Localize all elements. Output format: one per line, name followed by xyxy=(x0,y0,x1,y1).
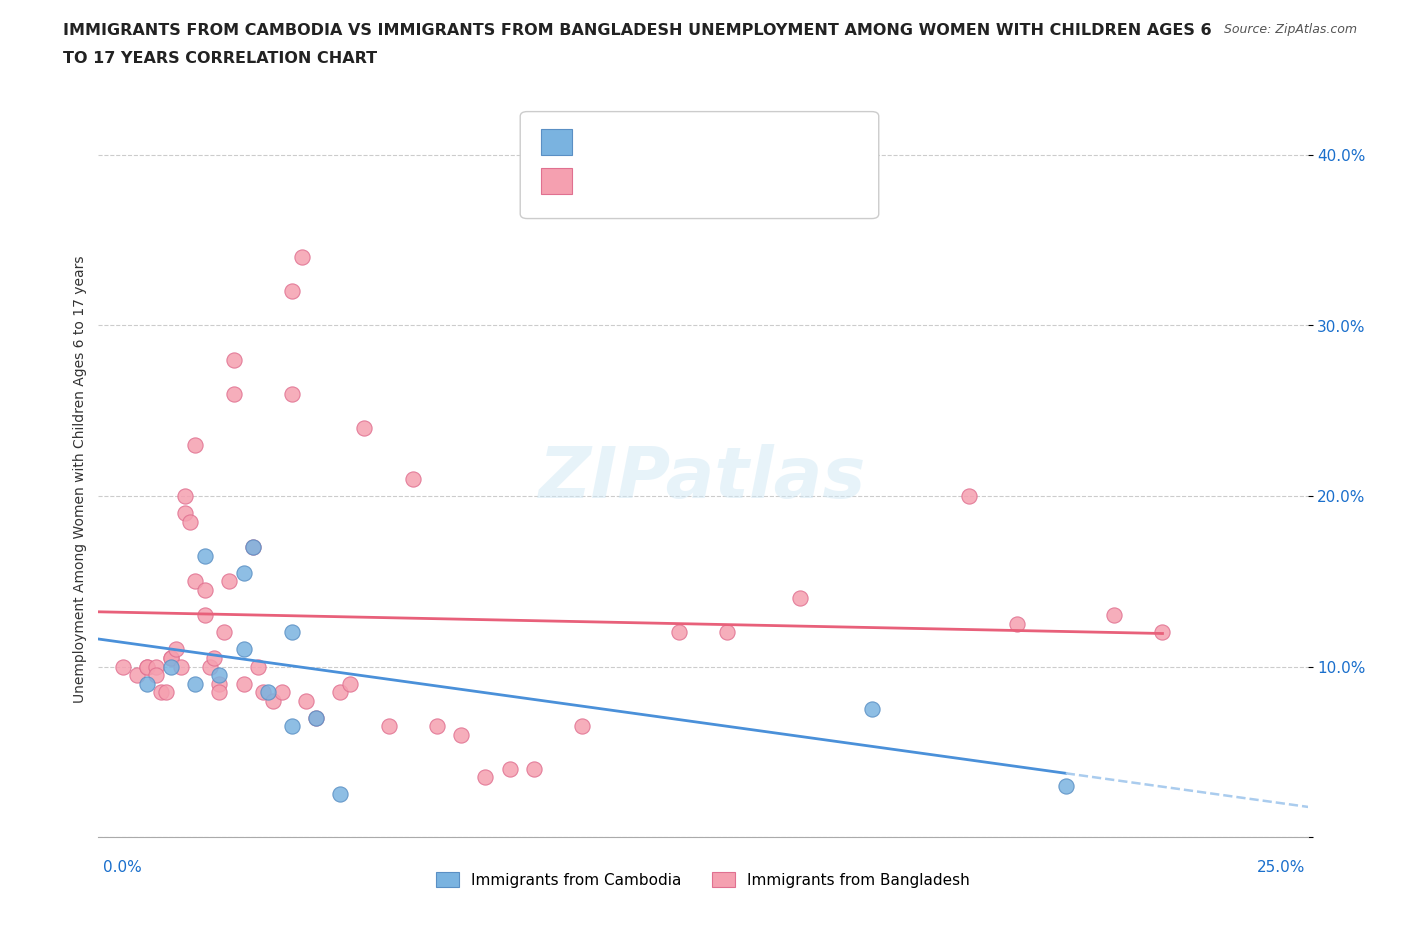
Point xyxy=(174,506,197,521)
Text: IMMIGRANTS FROM CAMBODIA VS IMMIGRANTS FROM BANGLADESH UNEMPLOYMENT AMONG WOMEN : IMMIGRANTS FROM CAMBODIA VS IMMIGRANTS F… xyxy=(63,23,1212,38)
Point xyxy=(716,625,738,640)
Point xyxy=(295,693,318,708)
Point xyxy=(339,676,361,691)
Point xyxy=(232,565,254,580)
Point xyxy=(135,659,157,674)
Point xyxy=(208,668,231,683)
Point xyxy=(523,762,546,777)
Point xyxy=(222,352,245,367)
Point xyxy=(271,684,294,699)
Point xyxy=(353,420,375,435)
Point xyxy=(194,549,217,564)
Point xyxy=(194,608,217,623)
Point xyxy=(1007,617,1029,631)
Text: ZIPatlas: ZIPatlas xyxy=(540,445,866,513)
Point xyxy=(198,659,221,674)
Point xyxy=(256,684,278,699)
Point xyxy=(135,676,157,691)
Point xyxy=(160,659,183,674)
Point xyxy=(474,770,496,785)
Point xyxy=(194,582,217,597)
Text: 0.0%: 0.0% xyxy=(103,860,142,875)
Point xyxy=(169,659,191,674)
Point xyxy=(174,488,197,503)
Point xyxy=(329,684,352,699)
Point xyxy=(232,642,254,657)
Point xyxy=(111,659,134,674)
Point xyxy=(426,719,449,734)
Point xyxy=(402,472,425,486)
Point xyxy=(247,659,270,674)
Text: Source: ZipAtlas.com: Source: ZipAtlas.com xyxy=(1223,23,1357,36)
Y-axis label: Unemployment Among Women with Children Ages 6 to 17 years: Unemployment Among Women with Children A… xyxy=(73,255,87,703)
Point xyxy=(184,574,207,589)
Point xyxy=(668,625,690,640)
Point xyxy=(281,284,304,299)
Point xyxy=(305,711,328,725)
Point xyxy=(281,719,304,734)
Point xyxy=(377,719,399,734)
Point xyxy=(212,625,235,640)
Point xyxy=(1054,778,1077,793)
Point xyxy=(184,437,207,452)
Point xyxy=(165,642,187,657)
Point xyxy=(208,684,231,699)
Point xyxy=(160,651,183,666)
Point xyxy=(232,676,254,691)
Point xyxy=(184,676,207,691)
Point xyxy=(208,676,231,691)
Text: R =  0.077   N = 56: R = 0.077 N = 56 xyxy=(581,174,730,189)
Point xyxy=(860,702,883,717)
Point xyxy=(498,762,520,777)
Point xyxy=(252,684,274,699)
Point xyxy=(222,386,245,401)
Text: 25.0%: 25.0% xyxy=(1257,860,1305,875)
Text: TO 17 YEARS CORRELATION CHART: TO 17 YEARS CORRELATION CHART xyxy=(63,51,377,66)
Point xyxy=(160,651,183,666)
Point xyxy=(290,250,312,265)
Point xyxy=(281,625,304,640)
Point xyxy=(957,488,980,503)
Point xyxy=(135,659,157,674)
Point xyxy=(204,651,226,666)
Point xyxy=(1152,625,1174,640)
Point xyxy=(145,668,167,683)
Point xyxy=(571,719,593,734)
Point xyxy=(179,514,201,529)
Point xyxy=(329,787,352,802)
Legend: Immigrants from Cambodia, Immigrants from Bangladesh: Immigrants from Cambodia, Immigrants fro… xyxy=(430,866,976,894)
Point xyxy=(1102,608,1125,623)
Point xyxy=(242,539,264,554)
Text: R = -0.224   N = 15: R = -0.224 N = 15 xyxy=(581,135,731,150)
Point xyxy=(281,386,304,401)
Point xyxy=(789,591,811,605)
Point xyxy=(155,684,177,699)
Point xyxy=(242,539,264,554)
Point xyxy=(450,727,472,742)
Point xyxy=(305,711,328,725)
Point xyxy=(127,668,149,683)
Point xyxy=(218,574,240,589)
Point xyxy=(150,684,173,699)
Point xyxy=(262,693,284,708)
Point xyxy=(145,659,167,674)
